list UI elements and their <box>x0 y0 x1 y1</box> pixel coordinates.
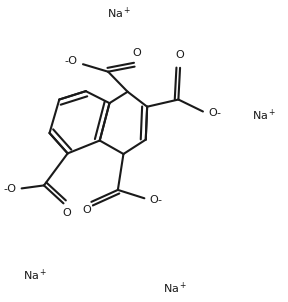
Text: Na$^+$: Na$^+$ <box>163 280 187 296</box>
Text: Na$^+$: Na$^+$ <box>23 268 48 283</box>
Text: O-: O- <box>208 108 221 118</box>
Text: -O: -O <box>65 56 77 66</box>
Text: O: O <box>176 50 184 60</box>
Text: O: O <box>62 208 71 218</box>
Text: O: O <box>82 205 91 215</box>
Text: O: O <box>132 48 141 58</box>
Text: Na$^+$: Na$^+$ <box>107 6 131 21</box>
Text: Na$^+$: Na$^+$ <box>252 108 276 123</box>
Text: -O: -O <box>3 184 16 194</box>
Text: O-: O- <box>149 195 162 205</box>
